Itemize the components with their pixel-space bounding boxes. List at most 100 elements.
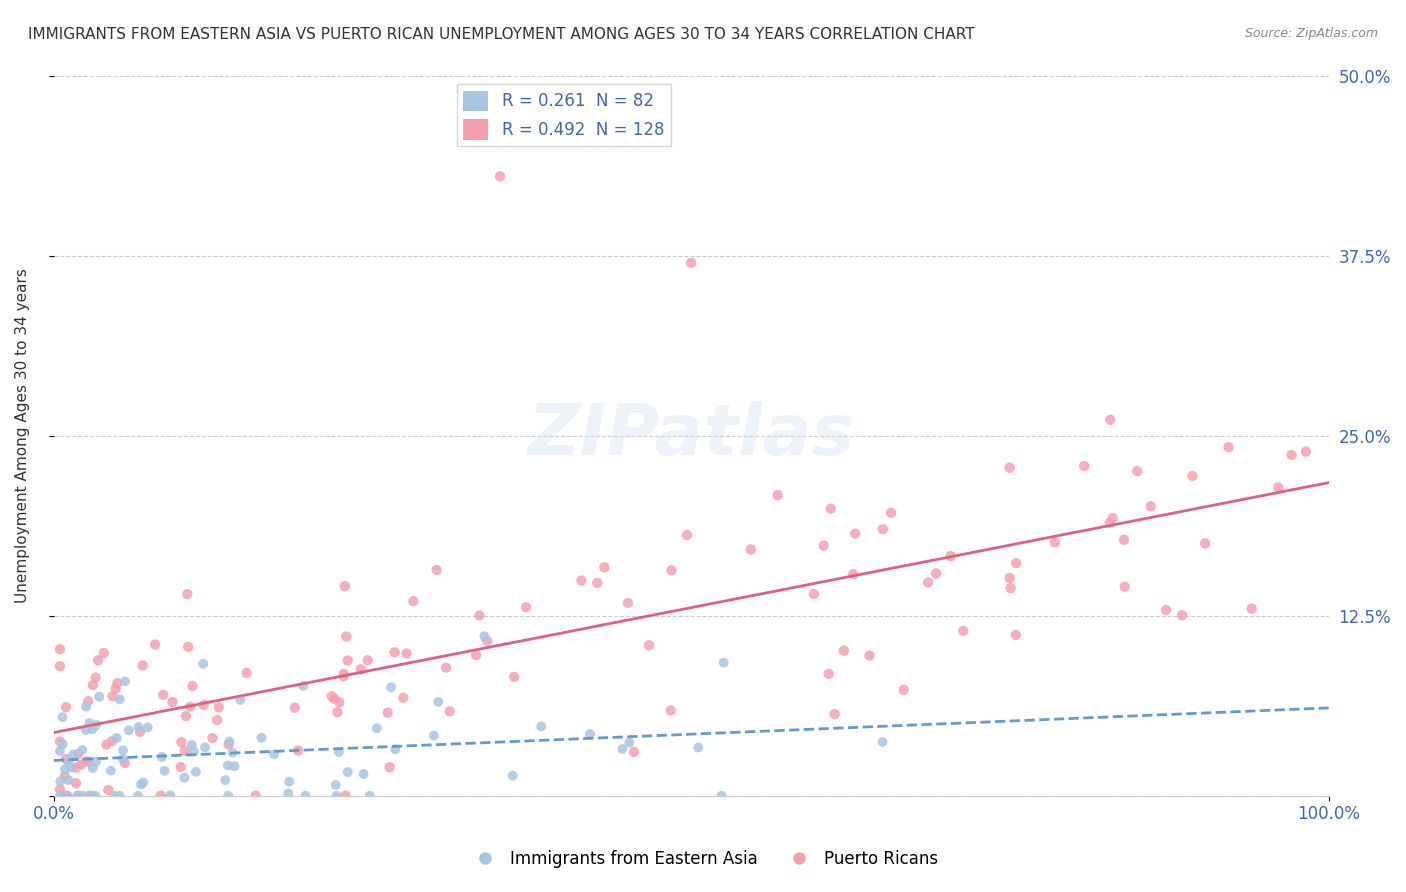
Point xyxy=(335,789,357,803)
Point xyxy=(49,774,72,789)
Point xyxy=(465,648,488,662)
Point xyxy=(180,738,202,752)
Point xyxy=(336,764,359,779)
Point xyxy=(174,709,197,723)
Point xyxy=(104,681,127,696)
Point xyxy=(93,646,115,660)
Point xyxy=(336,653,359,667)
Point xyxy=(434,660,457,674)
Point xyxy=(101,734,124,748)
Point xyxy=(328,745,350,759)
Point xyxy=(53,769,76,783)
Point xyxy=(111,752,134,766)
Point xyxy=(1099,413,1122,427)
Point xyxy=(143,638,166,652)
Point xyxy=(108,692,131,706)
Point xyxy=(676,528,699,542)
Point xyxy=(820,501,842,516)
Point xyxy=(193,657,215,671)
Point xyxy=(395,647,418,661)
Point xyxy=(1000,581,1022,595)
Point xyxy=(263,747,285,762)
Point xyxy=(530,719,553,733)
Point xyxy=(235,665,257,680)
Point xyxy=(82,723,104,737)
Point xyxy=(184,764,207,779)
Point xyxy=(384,645,406,659)
Point xyxy=(813,539,835,553)
Point xyxy=(612,742,634,756)
Point xyxy=(998,460,1021,475)
Point xyxy=(817,666,839,681)
Point xyxy=(217,789,239,803)
Point xyxy=(803,587,825,601)
Point xyxy=(619,735,641,749)
Point xyxy=(617,596,640,610)
Point xyxy=(131,658,153,673)
Point xyxy=(208,700,231,714)
Point xyxy=(194,740,217,755)
Point xyxy=(468,608,491,623)
Point xyxy=(75,699,97,714)
Point xyxy=(84,718,107,732)
Point xyxy=(49,789,72,803)
Point xyxy=(49,744,72,758)
Point xyxy=(661,563,683,577)
Point xyxy=(323,691,346,706)
Point xyxy=(179,699,201,714)
Point xyxy=(49,734,72,748)
Point xyxy=(112,743,135,757)
Point xyxy=(58,755,80,769)
Point xyxy=(80,789,103,803)
Point xyxy=(221,746,243,760)
Point xyxy=(75,755,97,769)
Point xyxy=(153,764,176,778)
Point xyxy=(52,737,75,751)
Point xyxy=(278,774,301,789)
Point xyxy=(84,671,107,685)
Point xyxy=(105,731,128,745)
Point xyxy=(766,488,789,502)
Point xyxy=(89,690,111,704)
Point xyxy=(638,638,661,652)
Point xyxy=(62,747,84,762)
Point xyxy=(489,169,512,184)
Point xyxy=(872,735,894,749)
Point xyxy=(427,695,450,709)
Point xyxy=(998,571,1021,585)
Point xyxy=(53,763,76,777)
Point xyxy=(218,734,240,748)
Point xyxy=(176,587,198,601)
Point xyxy=(586,575,609,590)
Point xyxy=(77,789,100,803)
Text: IMMIGRANTS FROM EASTERN ASIA VS PUERTO RICAN UNEMPLOYMENT AMONG AGES 30 TO 34 YE: IMMIGRANTS FROM EASTERN ASIA VS PUERTO R… xyxy=(28,27,974,42)
Point xyxy=(82,761,104,775)
Point xyxy=(325,778,347,792)
Point xyxy=(893,682,915,697)
Point xyxy=(858,648,880,663)
Point xyxy=(832,643,855,657)
Point xyxy=(917,575,939,590)
Point xyxy=(70,757,93,772)
Point xyxy=(277,786,299,800)
Point xyxy=(114,674,136,689)
Point xyxy=(740,542,762,557)
Point xyxy=(1139,500,1161,514)
Point xyxy=(328,695,350,709)
Point xyxy=(423,729,446,743)
Point xyxy=(1098,516,1121,530)
Point xyxy=(214,773,236,788)
Point xyxy=(325,789,347,803)
Point xyxy=(87,653,110,667)
Point xyxy=(217,758,239,772)
Point xyxy=(384,742,406,756)
Point xyxy=(377,706,399,720)
Point xyxy=(177,640,200,654)
Point xyxy=(97,783,120,797)
Point xyxy=(77,755,100,769)
Point xyxy=(402,594,425,608)
Point xyxy=(571,574,593,588)
Point xyxy=(844,526,866,541)
Point xyxy=(136,721,159,735)
Point xyxy=(75,723,97,737)
